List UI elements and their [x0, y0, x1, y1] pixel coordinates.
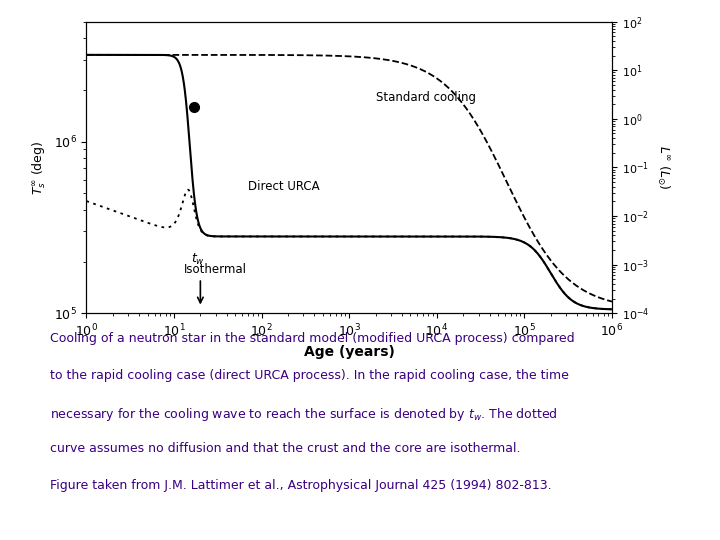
Y-axis label: $L^{\infty}$ ($L_{\odot}$): $L^{\infty}$ ($L_{\odot}$) [655, 145, 671, 190]
Text: to the rapid cooling case (direct URCA process). In the rapid cooling case, the : to the rapid cooling case (direct URCA p… [50, 369, 570, 382]
Text: curve assumes no diffusion and that the crust and the core are isothermal.: curve assumes no diffusion and that the … [50, 442, 521, 455]
X-axis label: Age (years): Age (years) [304, 345, 395, 359]
Text: Figure taken from J.M. Lattimer et al., Astrophysical Journal 425 (1994) 802-813: Figure taken from J.M. Lattimer et al., … [50, 479, 552, 492]
Text: $t_w$: $t_w$ [192, 252, 205, 267]
Y-axis label: $T_s^{\infty}$ (deg): $T_s^{\infty}$ (deg) [30, 140, 48, 194]
Text: Cooling of a neutron star in the standard model (modified URCA process) compared: Cooling of a neutron star in the standar… [50, 332, 575, 345]
Text: Direct URCA: Direct URCA [248, 180, 320, 193]
Text: Isothermal: Isothermal [184, 263, 247, 276]
Text: Standard cooling: Standard cooling [376, 91, 476, 104]
Text: necessary for the cooling wave to reach the surface is denoted by $t_w$. The dot: necessary for the cooling wave to reach … [50, 406, 558, 422]
